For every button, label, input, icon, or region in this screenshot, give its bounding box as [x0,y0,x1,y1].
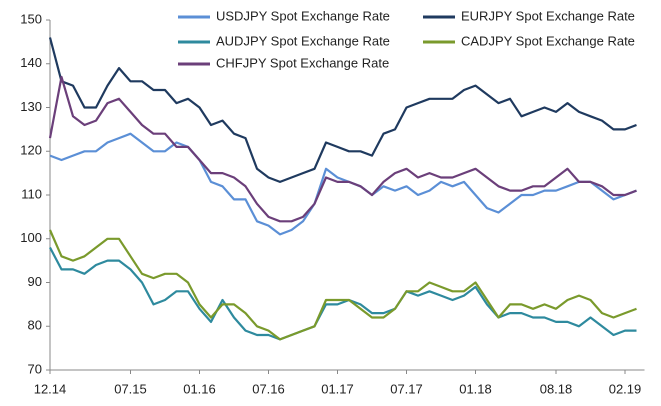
legend-label: CHFJPY Spot Exchange Rate [216,55,389,70]
y-tick-label: 90 [28,274,42,289]
x-tick-label: 01.17 [321,381,354,396]
legend-label: AUDJPY Spot Exchange Rate [216,33,390,48]
x-tick-label: 01.16 [183,381,216,396]
legend-label: USDJPY Spot Exchange Rate [216,8,390,23]
series-line [48,75,637,223]
series-line [48,37,637,183]
x-tick-label: 07.15 [114,381,147,396]
series-line [49,246,637,341]
x-tick-label: 01.18 [459,381,492,396]
x-tick-label: 02.19 [609,381,642,396]
x-tick-label: 07.17 [390,381,423,396]
y-tick-label: 140 [20,55,42,70]
y-tick-label: 150 [20,11,42,26]
x-tick-label: 07.16 [252,381,285,396]
y-tick-label: 80 [28,318,42,333]
series-line [49,132,637,236]
x-tick-label: 08.18 [540,381,573,396]
y-tick-label: 130 [20,99,42,114]
y-tick-label: 70 [28,361,42,376]
y-tick-label: 100 [20,230,42,245]
legend-label: EURJPY Spot Exchange Rate [461,8,635,23]
y-tick-label: 110 [21,186,42,201]
series-line [48,229,637,341]
x-tick-label: 12.14 [34,381,67,396]
legend-label: CADJPY Spot Exchange Rate [461,33,635,48]
y-tick-label: 120 [20,143,42,158]
